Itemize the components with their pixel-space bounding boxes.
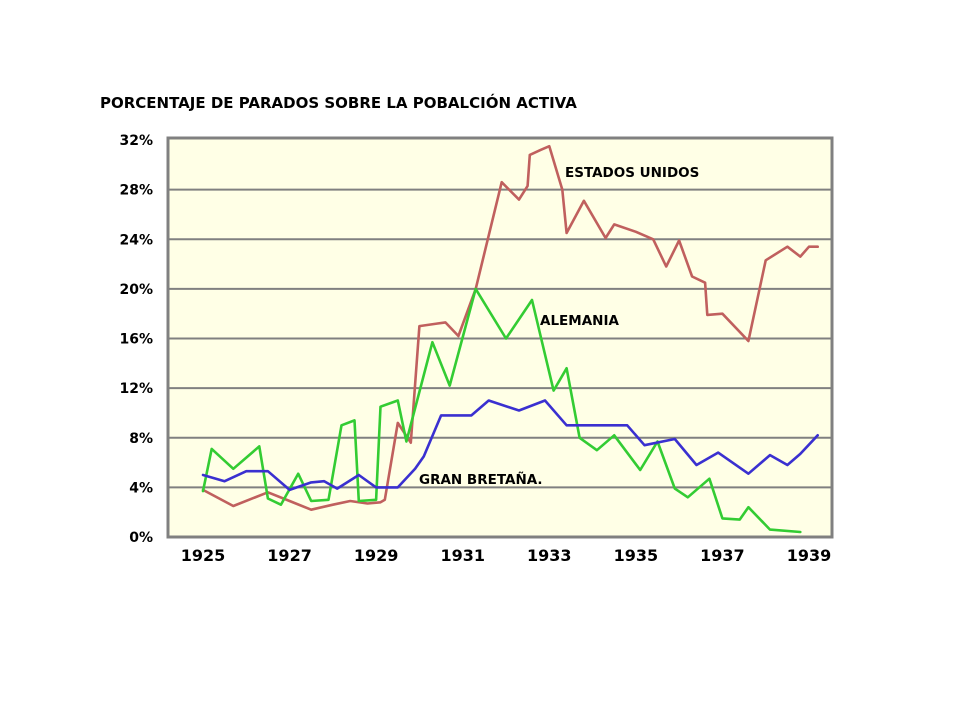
y-tick-label: 0% (129, 530, 153, 546)
y-tick-label: 28% (119, 183, 153, 199)
y-tick-label: 32% (119, 133, 153, 149)
x-tick-label: 1939 (787, 546, 832, 565)
chart-title: PORCENTAJE DE PARADOS SOBRE LA POBALCIÓN… (100, 93, 577, 112)
x-tick-label: 1933 (527, 546, 572, 565)
series-line-1 (201, 287, 802, 534)
series-line-0 (201, 144, 820, 512)
y-tick-label: 24% (119, 232, 153, 248)
y-tick-label: 12% (119, 381, 153, 397)
x-tick-label: 1925 (181, 546, 226, 565)
x-axis-ticks: 1925 1927 1929 1931 1933 1935 1937 1939 (181, 546, 832, 565)
series-lines (201, 144, 820, 534)
series-line-2 (201, 399, 820, 492)
series-label-2: GRAN BRETAÑA. (419, 471, 543, 488)
series-label-1: ALEMANIA (540, 313, 619, 329)
x-tick-label: 1937 (700, 546, 745, 565)
y-tick-label: 4% (129, 480, 153, 496)
plot-frame (166, 136, 834, 539)
y-axis-ticks: 0% 4% 8% 12% 16% 20% 24% 28% 32% (119, 133, 153, 546)
gridlines (168, 188, 832, 489)
x-tick-label: 1935 (614, 546, 659, 565)
y-tick-label: 20% (119, 282, 153, 298)
y-tick-label: 8% (129, 431, 153, 447)
x-tick-label: 1931 (440, 546, 485, 565)
x-tick-label: 1927 (267, 546, 312, 565)
series-labels: ESTADOS UNIDOS ALEMANIA GRAN BRETAÑA. (419, 165, 699, 488)
y-tick-label: 16% (119, 332, 153, 348)
series-label-0: ESTADOS UNIDOS (565, 165, 699, 181)
x-tick-label: 1929 (354, 546, 399, 565)
